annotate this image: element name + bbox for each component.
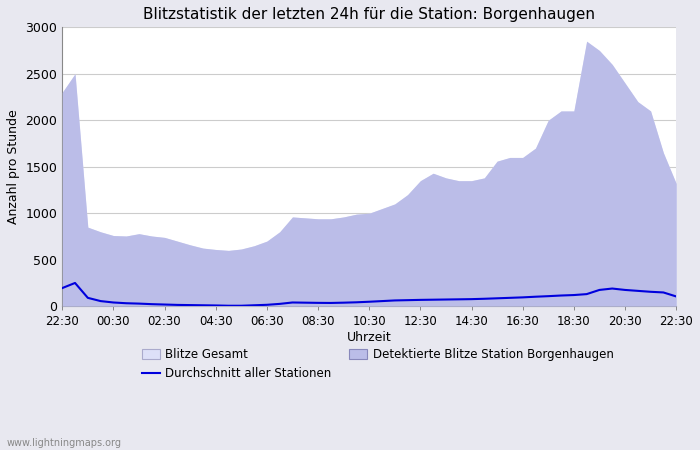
Text: www.lightningmaps.org: www.lightningmaps.org [7,438,122,448]
X-axis label: Uhrzeit: Uhrzeit [346,331,391,344]
Title: Blitzstatistik der letzten 24h für die Station: Borgenhaugen: Blitzstatistik der letzten 24h für die S… [144,7,595,22]
Legend: Blitze Gesamt, Durchschnitt aller Stationen, Detektierte Blitze Station Borgenha: Blitze Gesamt, Durchschnitt aller Statio… [142,348,614,380]
Y-axis label: Anzahl pro Stunde: Anzahl pro Stunde [7,109,20,224]
